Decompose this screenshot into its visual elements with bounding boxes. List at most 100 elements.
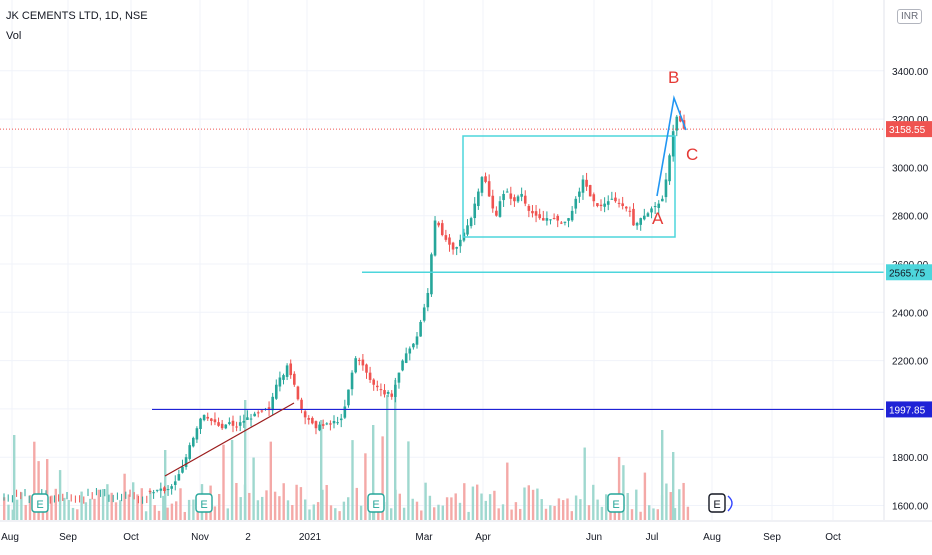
volume-bar xyxy=(669,492,672,520)
candle-body xyxy=(293,373,296,385)
candle-body xyxy=(181,466,184,473)
price-label: 1997.85 xyxy=(889,405,926,416)
wave-label-b: B xyxy=(668,68,679,87)
x-tick-label: Nov xyxy=(191,532,209,543)
candle-body xyxy=(487,181,491,197)
candle-body xyxy=(675,116,679,131)
candle-body xyxy=(621,203,624,207)
candle-body xyxy=(599,204,603,207)
x-tick-label: Oct xyxy=(123,532,139,543)
volume-bar xyxy=(123,473,126,520)
candle-body xyxy=(267,407,271,411)
candle-body xyxy=(394,384,397,397)
price-label-box xyxy=(886,264,932,281)
volume-bar xyxy=(269,441,272,520)
candle-body xyxy=(541,218,545,221)
x-tick-label: Sep xyxy=(59,532,77,543)
y-tick-label: 3000.00 xyxy=(892,163,929,174)
volume-bar xyxy=(415,501,419,520)
candle-body xyxy=(253,413,256,417)
candle-body xyxy=(639,218,643,225)
candle-body xyxy=(466,225,469,235)
volume-bar xyxy=(433,507,436,520)
volume-bar xyxy=(682,482,685,520)
volume-bar xyxy=(471,486,475,520)
volume-bar xyxy=(179,488,182,520)
volume-bar xyxy=(7,504,10,520)
candle-body xyxy=(668,155,671,182)
candle-body xyxy=(347,389,350,406)
volume-bar xyxy=(570,511,573,520)
candle-body xyxy=(307,418,311,420)
candle-body xyxy=(531,210,534,214)
x-tick-label: Mar xyxy=(415,532,433,543)
trend-line xyxy=(164,402,295,477)
candle-body xyxy=(430,254,433,295)
volume-bar xyxy=(93,498,96,520)
candle-body xyxy=(202,414,206,421)
volume-bar xyxy=(187,499,191,520)
candle-body xyxy=(578,191,581,197)
volume-bar xyxy=(248,492,251,520)
candle-body xyxy=(354,358,357,373)
earnings-marker-label: E xyxy=(200,499,207,511)
volume-bar xyxy=(166,507,169,520)
candle-body xyxy=(238,422,242,426)
volume-bar xyxy=(445,497,449,520)
volume-bar xyxy=(622,465,625,520)
candle-body xyxy=(448,237,451,245)
volume-bar xyxy=(218,493,221,520)
candle-body xyxy=(361,359,365,366)
candle-body xyxy=(228,422,231,424)
price-label: 2565.75 xyxy=(889,268,926,279)
volume-bar xyxy=(617,456,621,520)
volume-bar xyxy=(372,425,375,520)
candle-body xyxy=(643,215,646,220)
volume-bar xyxy=(463,483,466,520)
volume-bar xyxy=(320,420,323,520)
volume-bar xyxy=(480,493,483,520)
candle-body xyxy=(563,221,567,223)
volume-bar xyxy=(256,500,260,520)
candle-body xyxy=(603,203,606,207)
candle-body xyxy=(458,239,462,247)
candle-body xyxy=(365,364,368,373)
price-label-box xyxy=(886,121,932,138)
volume-bar xyxy=(244,400,247,520)
currency-badge[interactable]: INR xyxy=(897,9,923,24)
candle-body xyxy=(289,363,293,376)
candle-body xyxy=(574,198,578,209)
volume-bar xyxy=(11,509,14,520)
volume-bar xyxy=(407,441,410,520)
volume-bar xyxy=(170,503,174,520)
y-tick-label: 2200.00 xyxy=(892,357,929,368)
volume-bar xyxy=(467,511,470,520)
candle-body xyxy=(368,372,372,380)
candle-body xyxy=(242,420,246,423)
volume-bar xyxy=(673,508,677,520)
candle-body xyxy=(152,492,155,494)
volume-bar xyxy=(605,494,608,520)
earnings-marker xyxy=(31,493,49,513)
volume-bar xyxy=(390,508,393,520)
candle-body xyxy=(433,220,437,256)
x-tick-label: Oct xyxy=(825,532,841,543)
candle-body xyxy=(650,208,653,213)
volume-bar xyxy=(609,509,612,520)
candle-body xyxy=(321,424,325,426)
candle-body xyxy=(173,481,177,485)
candle-body xyxy=(516,196,520,202)
earnings-marker xyxy=(195,493,213,513)
volume-bar xyxy=(67,499,70,520)
earnings-marker xyxy=(607,493,625,513)
candle-body xyxy=(495,210,498,216)
candle-body xyxy=(567,218,570,221)
volume-bar xyxy=(626,492,629,520)
volume-bar xyxy=(665,483,668,520)
volume-bar xyxy=(265,490,268,520)
candle-body xyxy=(386,391,390,394)
volume-bar xyxy=(661,430,664,520)
volume-bar xyxy=(441,505,444,520)
